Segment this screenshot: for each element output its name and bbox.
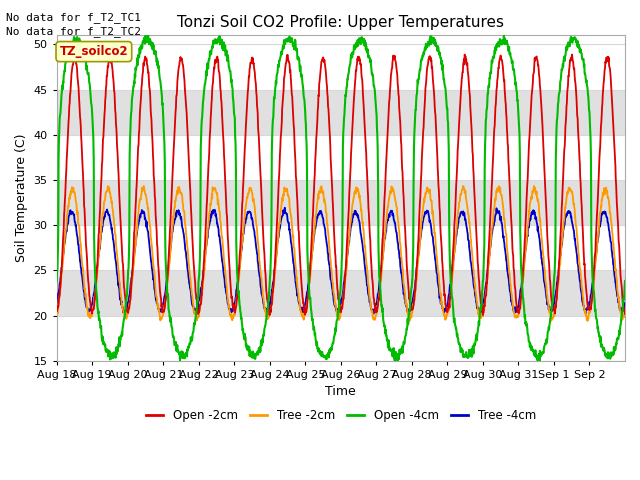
Bar	[57, 90, 625, 135]
Bar	[57, 180, 625, 225]
Text: TZ_soilco2: TZ_soilco2	[60, 45, 128, 58]
Text: No data for f_T2_TC1: No data for f_T2_TC1	[6, 12, 141, 23]
Text: No data for f_T2_TC2: No data for f_T2_TC2	[6, 26, 141, 37]
Title: Tonzi Soil CO2 Profile: Upper Temperatures: Tonzi Soil CO2 Profile: Upper Temperatur…	[177, 15, 504, 30]
Legend: Open -2cm, Tree -2cm, Open -4cm, Tree -4cm: Open -2cm, Tree -2cm, Open -4cm, Tree -4…	[141, 404, 541, 427]
Bar	[57, 270, 625, 315]
Y-axis label: Soil Temperature (C): Soil Temperature (C)	[15, 134, 28, 262]
X-axis label: Time: Time	[326, 385, 356, 398]
